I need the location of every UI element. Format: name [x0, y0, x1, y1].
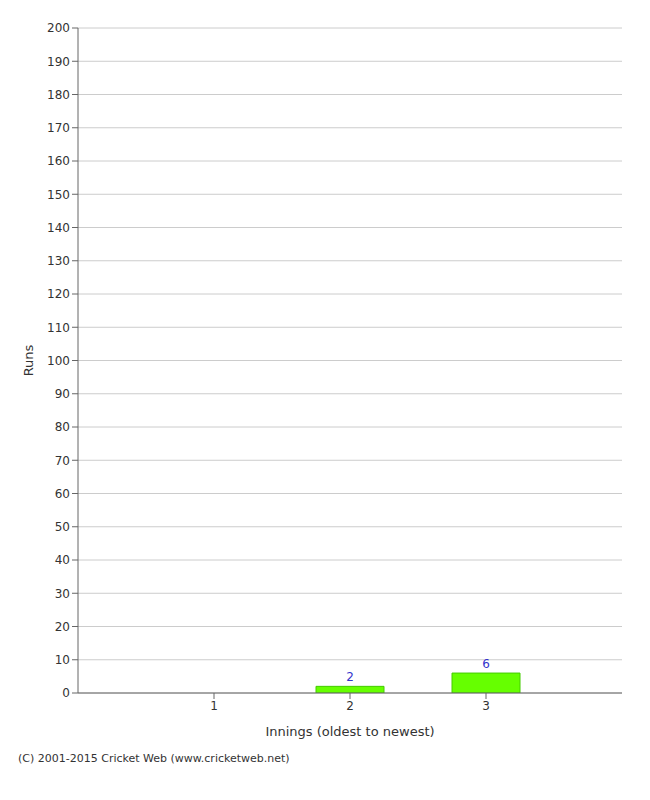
svg-text:2: 2: [346, 699, 354, 713]
svg-text:10: 10: [55, 653, 70, 667]
svg-text:1: 1: [210, 699, 218, 713]
svg-text:100: 100: [47, 354, 70, 368]
svg-text:6: 6: [482, 657, 490, 671]
svg-text:130: 130: [47, 254, 70, 268]
svg-text:140: 140: [47, 221, 70, 235]
svg-text:30: 30: [55, 587, 70, 601]
svg-text:Innings (oldest to newest): Innings (oldest to newest): [265, 724, 434, 739]
html-text:(C) 2001-2015 Cricket Web (www: (C) 2001-2015 Cricket Web (www.cricketwe…: [18, 752, 290, 765]
svg-text:40: 40: [55, 553, 70, 567]
svg-text:0: 0: [62, 686, 70, 700]
svg-text:170: 170: [47, 121, 70, 135]
svg-text:160: 160: [47, 154, 70, 168]
svg-text:120: 120: [47, 287, 70, 301]
svg-text:190: 190: [47, 55, 70, 69]
svg-text:Runs: Runs: [21, 344, 36, 376]
svg-text:200: 200: [47, 21, 70, 35]
svg-text:3: 3: [482, 699, 490, 713]
svg-text:20: 20: [55, 620, 70, 634]
svg-text:90: 90: [55, 387, 70, 401]
svg-text:2: 2: [346, 670, 354, 684]
svg-text:150: 150: [47, 188, 70, 202]
svg-text:60: 60: [55, 487, 70, 501]
svg-text:80: 80: [55, 420, 70, 434]
svg-text:50: 50: [55, 520, 70, 534]
svg-text:180: 180: [47, 88, 70, 102]
svg-text:110: 110: [47, 321, 70, 335]
svg-text:70: 70: [55, 454, 70, 468]
